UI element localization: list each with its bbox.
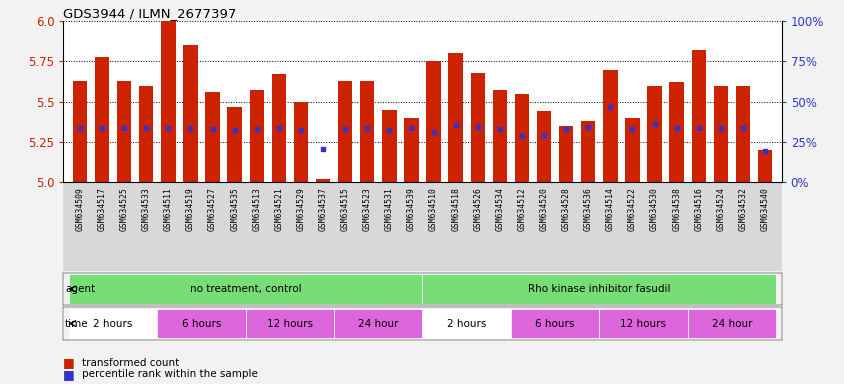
Bar bbox=[381, 110, 396, 182]
Text: GSM634529: GSM634529 bbox=[296, 187, 305, 231]
Text: time: time bbox=[65, 318, 89, 329]
Text: GSM634512: GSM634512 bbox=[517, 187, 526, 231]
Text: GSM634532: GSM634532 bbox=[738, 187, 747, 231]
Text: 6 hours: 6 hours bbox=[535, 318, 574, 329]
Bar bbox=[294, 102, 308, 182]
Text: GSM634511: GSM634511 bbox=[164, 187, 173, 231]
Text: GSM634519: GSM634519 bbox=[186, 187, 195, 231]
Text: GSM634540: GSM634540 bbox=[760, 187, 769, 231]
Text: 2 hours: 2 hours bbox=[94, 318, 133, 329]
Text: GDS3944 / ILMN_2677397: GDS3944 / ILMN_2677397 bbox=[63, 7, 236, 20]
Bar bbox=[625, 118, 639, 182]
Text: GSM634538: GSM634538 bbox=[671, 187, 680, 231]
Text: 12 hours: 12 hours bbox=[267, 318, 312, 329]
Text: GSM634509: GSM634509 bbox=[75, 187, 84, 231]
Bar bbox=[316, 179, 330, 182]
Bar bbox=[246, 309, 333, 338]
Bar bbox=[139, 86, 154, 182]
Text: GSM634523: GSM634523 bbox=[362, 187, 371, 231]
Text: no treatment, control: no treatment, control bbox=[190, 284, 301, 294]
Bar bbox=[668, 83, 683, 182]
Text: GSM634533: GSM634533 bbox=[142, 187, 150, 231]
Bar bbox=[69, 309, 157, 338]
Text: GSM634525: GSM634525 bbox=[120, 187, 128, 231]
Text: GSM634534: GSM634534 bbox=[495, 187, 504, 231]
Text: GSM634536: GSM634536 bbox=[583, 187, 592, 231]
Bar bbox=[69, 274, 422, 304]
Bar bbox=[690, 50, 705, 182]
Text: 12 hours: 12 hours bbox=[619, 318, 666, 329]
Bar bbox=[598, 309, 687, 338]
Bar bbox=[116, 81, 131, 182]
Text: 6 hours: 6 hours bbox=[181, 318, 221, 329]
Text: GSM634521: GSM634521 bbox=[274, 187, 283, 231]
Bar bbox=[360, 81, 374, 182]
Bar bbox=[272, 74, 286, 182]
Bar bbox=[448, 53, 463, 182]
Bar bbox=[73, 81, 87, 182]
Text: GSM634524: GSM634524 bbox=[716, 187, 724, 231]
Text: 2 hours: 2 hours bbox=[446, 318, 486, 329]
Bar bbox=[227, 107, 241, 182]
Bar bbox=[511, 309, 598, 338]
Text: GSM634528: GSM634528 bbox=[561, 187, 570, 231]
Bar bbox=[95, 56, 109, 182]
Text: GSM634531: GSM634531 bbox=[384, 187, 393, 231]
Bar bbox=[536, 111, 550, 182]
Text: GSM634510: GSM634510 bbox=[429, 187, 437, 231]
Text: GSM634520: GSM634520 bbox=[539, 187, 548, 231]
Text: percentile rank within the sample: percentile rank within the sample bbox=[82, 369, 257, 379]
Bar bbox=[249, 91, 263, 182]
Text: GSM634513: GSM634513 bbox=[252, 187, 261, 231]
Bar bbox=[157, 309, 246, 338]
Bar bbox=[470, 73, 484, 182]
Text: ■: ■ bbox=[63, 356, 75, 369]
Bar bbox=[559, 126, 573, 182]
Bar bbox=[757, 150, 771, 182]
Text: GSM634535: GSM634535 bbox=[230, 187, 239, 231]
Text: GSM634515: GSM634515 bbox=[340, 187, 349, 231]
Text: GSM634539: GSM634539 bbox=[407, 187, 415, 231]
Bar bbox=[205, 92, 219, 182]
Bar bbox=[581, 121, 595, 182]
Bar bbox=[338, 81, 352, 182]
Text: 24 hour: 24 hour bbox=[358, 318, 398, 329]
Bar bbox=[647, 86, 661, 182]
Text: GSM634522: GSM634522 bbox=[627, 187, 636, 231]
Text: Rho kinase inhibitor fasudil: Rho kinase inhibitor fasudil bbox=[528, 284, 670, 294]
Bar bbox=[161, 21, 176, 182]
Bar bbox=[687, 309, 775, 338]
Bar bbox=[183, 45, 197, 182]
Text: GSM634518: GSM634518 bbox=[451, 187, 460, 231]
Text: GSM634514: GSM634514 bbox=[605, 187, 614, 231]
Text: 24 hour: 24 hour bbox=[711, 318, 751, 329]
Text: GSM634527: GSM634527 bbox=[208, 187, 217, 231]
Text: GSM634530: GSM634530 bbox=[649, 187, 658, 231]
Bar bbox=[422, 274, 775, 304]
Bar bbox=[426, 61, 441, 182]
Bar bbox=[735, 86, 749, 182]
Bar bbox=[514, 94, 528, 182]
Bar bbox=[713, 86, 728, 182]
Bar bbox=[422, 309, 511, 338]
Text: agent: agent bbox=[65, 284, 95, 294]
Text: GSM634516: GSM634516 bbox=[694, 187, 702, 231]
Bar bbox=[603, 70, 617, 182]
Text: GSM634526: GSM634526 bbox=[473, 187, 482, 231]
Text: ■: ■ bbox=[63, 368, 75, 381]
Text: GSM634517: GSM634517 bbox=[97, 187, 106, 231]
Bar bbox=[333, 309, 422, 338]
Bar bbox=[403, 118, 418, 182]
Text: GSM634537: GSM634537 bbox=[318, 187, 327, 231]
Bar bbox=[492, 91, 506, 182]
Text: transformed count: transformed count bbox=[82, 358, 179, 368]
